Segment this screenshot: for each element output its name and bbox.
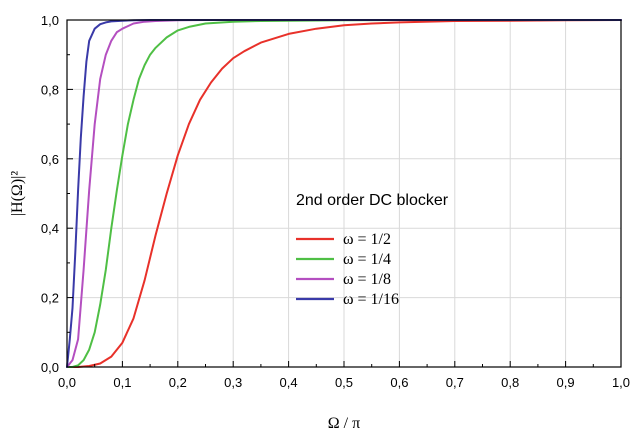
tick-layer: 0,0 0,1 0,2 0,3 0,4 0,5 0,6 0,7 0,8 0,9 1,0 0,0 0,2 0… — [41, 13, 630, 390]
x-tick-label: 0,5 — [335, 375, 353, 390]
legend-label-4: ω = 1/16 — [343, 291, 399, 308]
series-line-1 — [66, 19, 622, 368]
legend-label-3: ω = 1/8 — [343, 271, 391, 288]
y-tick-label: 0,6 — [41, 152, 59, 167]
legend-title: 2nd order DC blocker — [296, 192, 449, 209]
x-tick-label: 0,4 — [280, 375, 298, 390]
y-tick-label: 1,0 — [41, 13, 59, 28]
y-tick-label: 0,8 — [41, 82, 59, 97]
x-tick-label: 0,8 — [501, 375, 519, 390]
y-tick-label: 0,4 — [41, 221, 59, 236]
x-tick-label: 0,3 — [224, 375, 242, 390]
x-tick-label: 0,0 — [58, 375, 76, 390]
x-tick-label: 0,1 — [113, 375, 131, 390]
x-tick-label: 0,6 — [390, 375, 408, 390]
x-tick-label: 1,0 — [612, 375, 630, 390]
x-tick-label: 0,9 — [557, 375, 575, 390]
x-tick-label: 0,2 — [169, 375, 187, 390]
legend: ω = 1/2 ω = 1/4 ω = 1/8 ω = 1/16 — [296, 231, 399, 308]
x-axis-label: Ω / π — [328, 415, 360, 432]
y-tick-label: 0,0 — [41, 360, 59, 375]
grid — [67, 20, 621, 367]
y-axis-label: |H(Ω)|² — [9, 171, 26, 217]
y-tick-label: 0,2 — [41, 291, 59, 306]
x-tick-label: 0,7 — [446, 375, 464, 390]
legend-label-1: ω = 1/2 — [343, 231, 391, 248]
legend-label-2: ω = 1/4 — [343, 251, 391, 268]
